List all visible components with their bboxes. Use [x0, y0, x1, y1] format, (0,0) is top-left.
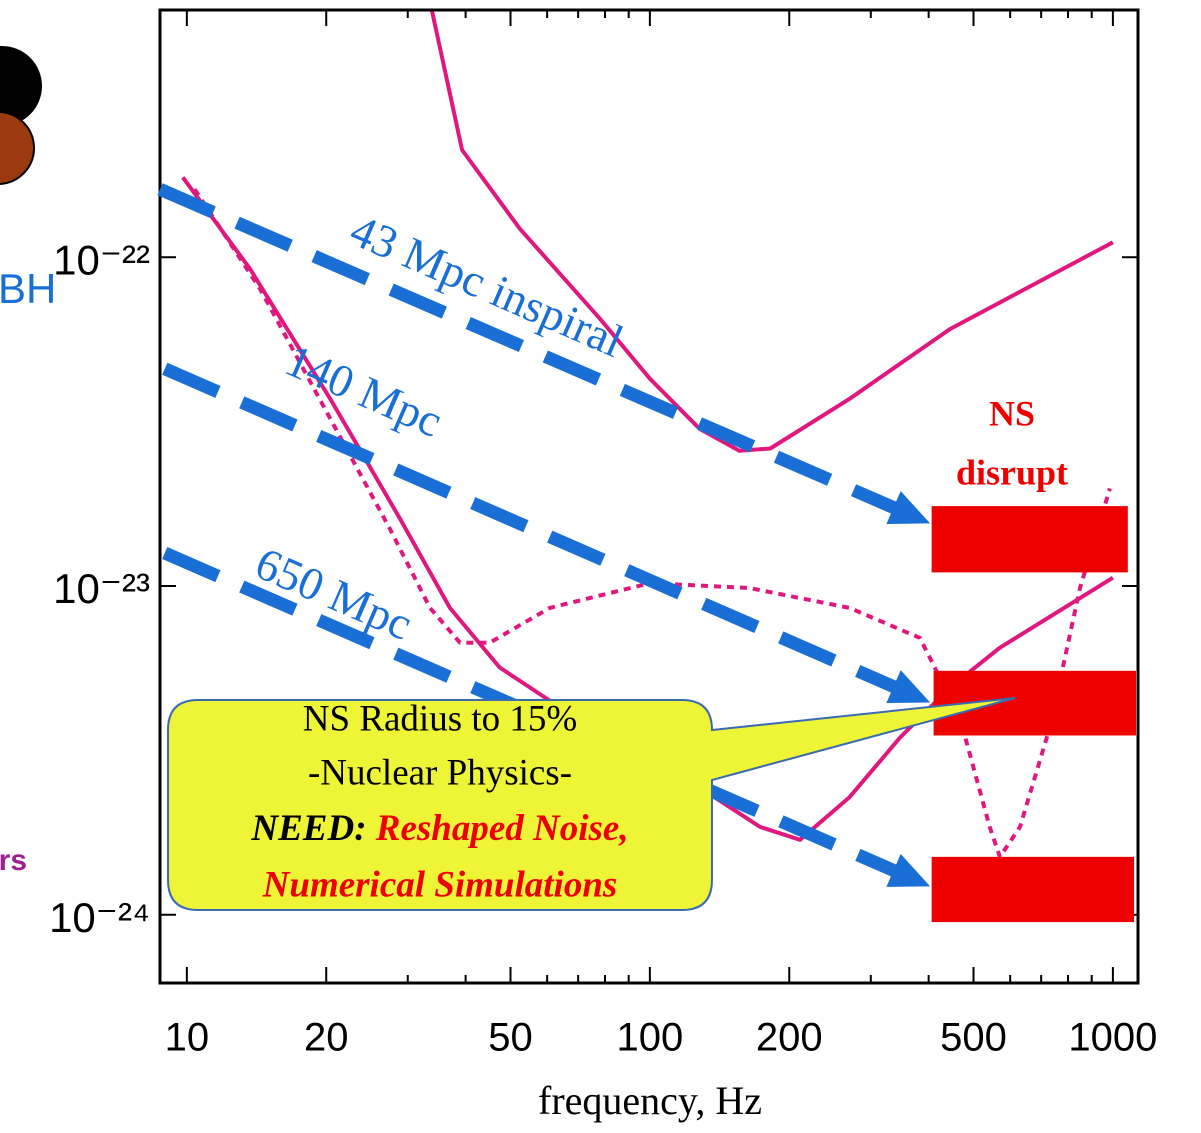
- callout-item: Reshaped Noise,: [375, 808, 629, 849]
- callout-item: Numerical Simulations: [262, 864, 618, 905]
- left-annotation: BH: [0, 265, 56, 312]
- region: [932, 506, 1128, 572]
- x-tick-label: 10: [165, 1016, 210, 1060]
- callout-text: NS Radius to 15%: [303, 698, 577, 739]
- x-tick-label: 200: [756, 1016, 823, 1060]
- y-tick-label: 10⁻²⁴: [49, 894, 150, 941]
- x-tick-label: 500: [940, 1016, 1007, 1060]
- x-tick-label: 1000: [1068, 1016, 1157, 1060]
- chart: BH yrs frequency, Hz 10 20 50 100 200 500 1000…: [0, 0, 1201, 1133]
- callout-text: NEED: Reshaped Noise,: [250, 808, 628, 849]
- x-tick-label: 50: [488, 1016, 533, 1060]
- curve: [432, 10, 1113, 451]
- annotation: disrupt: [956, 452, 1068, 492]
- callout-need: NEED:: [250, 808, 366, 849]
- y-tick-label: 10⁻²³: [53, 565, 150, 612]
- callout: NS Radius to 15% -Nuclear Physics- NEED:…: [168, 698, 1015, 910]
- star-icon: [0, 112, 34, 184]
- arrow-label: 140 Mpc: [278, 334, 449, 447]
- x-tick-label: 20: [304, 1016, 349, 1060]
- callout-text: -Nuclear Physics-: [308, 752, 572, 793]
- inspiral-arrow: [160, 189, 930, 523]
- page: BH yrs frequency, Hz 10 20 50 100 200 500 1000…: [0, 0, 1201, 1133]
- arrow-label: 43 Mpc inspiral: [343, 204, 631, 367]
- y-tick-label: 10⁻²²: [53, 236, 150, 283]
- x-axis-label: frequency, Hz: [538, 1078, 762, 1123]
- region: [932, 857, 1134, 922]
- x-tick-label: 100: [616, 1016, 683, 1060]
- left-annotation: yrs: [0, 844, 27, 877]
- annotation: NS: [989, 393, 1035, 433]
